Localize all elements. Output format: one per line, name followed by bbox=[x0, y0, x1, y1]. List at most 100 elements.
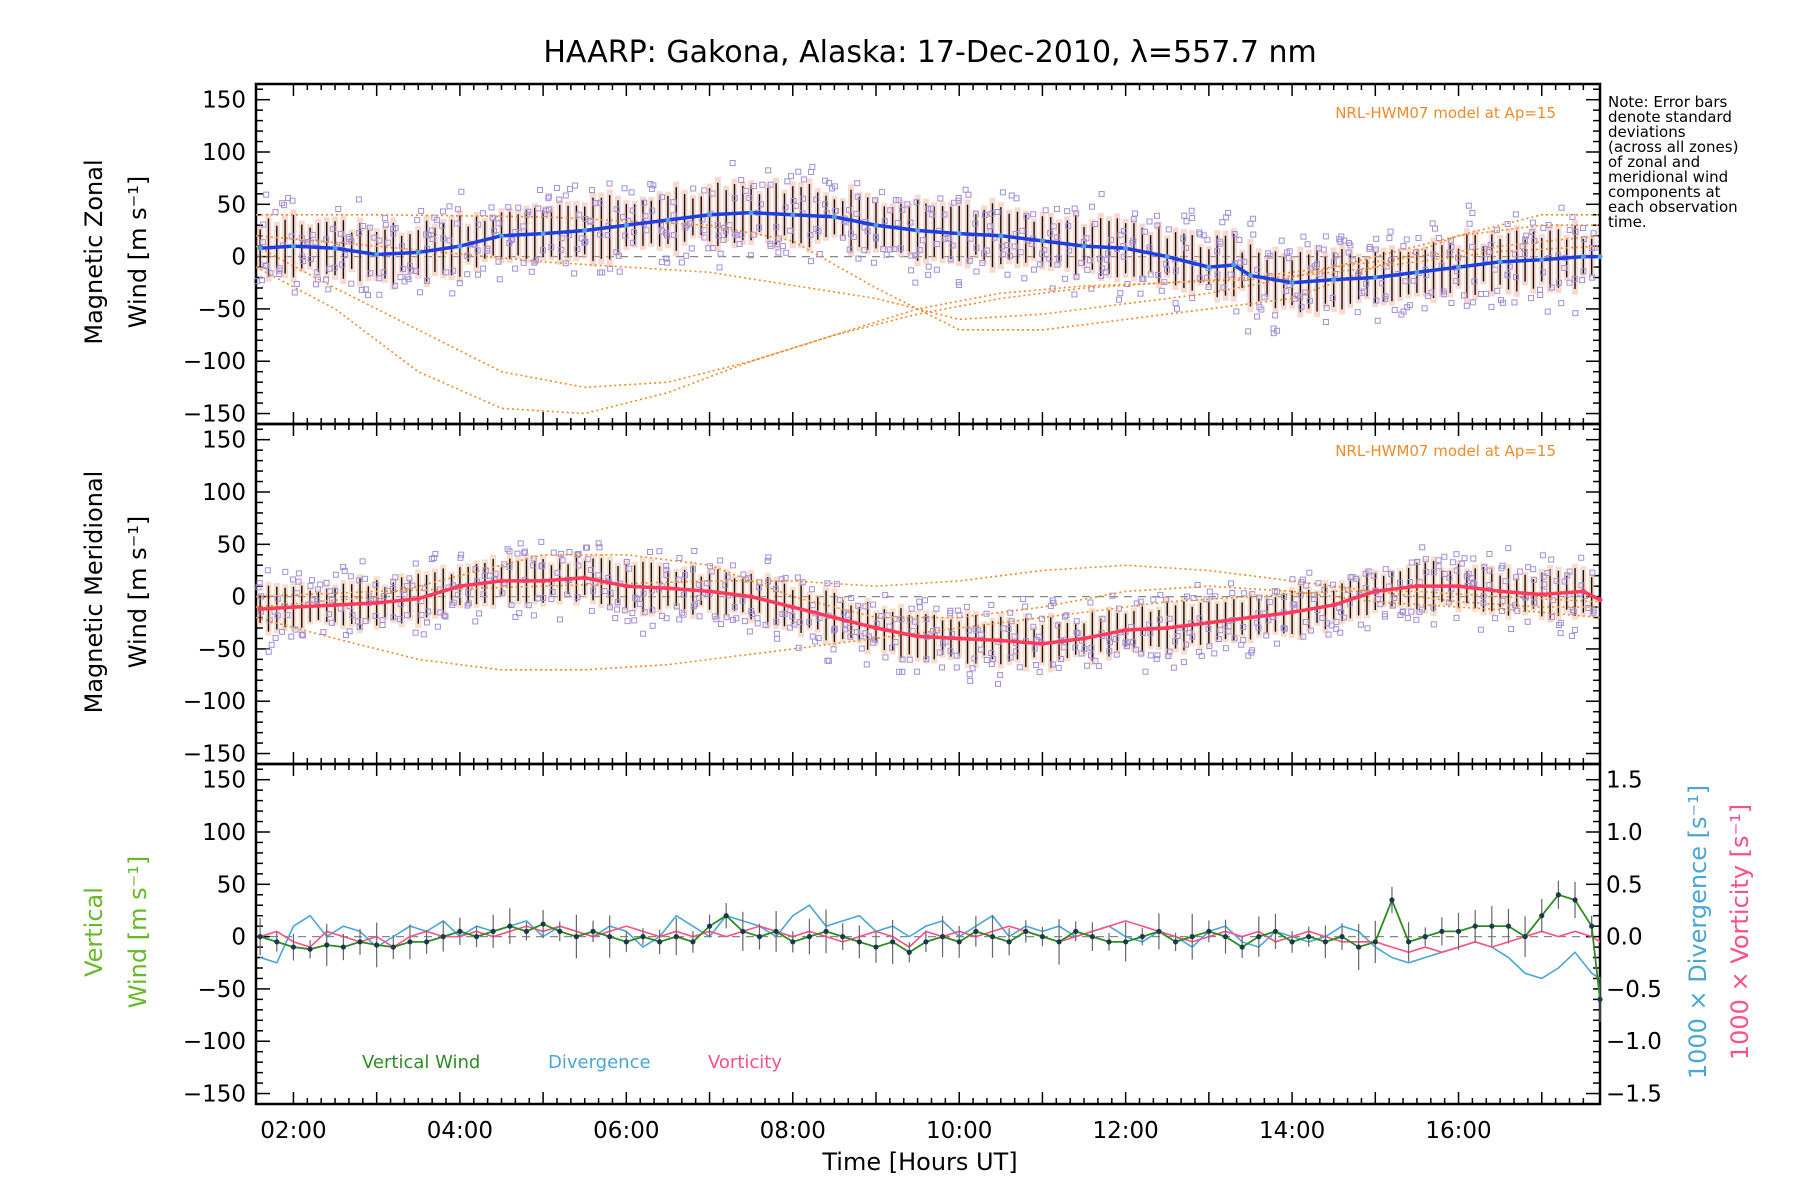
scatter-point bbox=[1098, 272, 1105, 279]
scatter-point bbox=[1486, 581, 1493, 588]
scatter-point bbox=[397, 274, 404, 281]
y-tick-label: −50 bbox=[197, 297, 246, 323]
scatter-point bbox=[882, 654, 889, 661]
scatter-point bbox=[1253, 313, 1260, 320]
vertical-wind-point bbox=[307, 946, 313, 952]
scatter-point bbox=[741, 618, 748, 625]
scatter-point bbox=[1071, 205, 1078, 212]
scatter-point bbox=[582, 238, 589, 245]
mean-wind-point bbox=[582, 575, 588, 581]
mean-wind-point bbox=[1231, 262, 1237, 268]
scatter-point bbox=[1206, 643, 1213, 650]
scatter-point bbox=[1123, 643, 1130, 650]
scatter-point bbox=[1154, 212, 1161, 219]
scatter-point bbox=[925, 271, 932, 278]
vertical-wind-point bbox=[1389, 897, 1395, 903]
vertical-wind-point bbox=[573, 934, 579, 940]
scatter-point bbox=[323, 276, 330, 283]
scatter-point bbox=[1469, 579, 1476, 586]
scatter-point bbox=[1147, 652, 1154, 659]
scatter-point bbox=[1429, 220, 1436, 227]
scatter-point bbox=[872, 234, 879, 241]
vertical-wind-point bbox=[1589, 923, 1595, 929]
scatter-point bbox=[824, 580, 831, 587]
mean-wind-point bbox=[1289, 609, 1295, 615]
scatter-point bbox=[537, 186, 544, 193]
scatter-point bbox=[1482, 255, 1489, 262]
scatter-point bbox=[1228, 580, 1235, 587]
vertical-wind-point bbox=[773, 928, 779, 934]
vertical-wind-point bbox=[1139, 934, 1145, 940]
y-tick-label: −150 bbox=[183, 742, 246, 768]
scatter-point bbox=[1055, 255, 1062, 262]
model-curve bbox=[256, 213, 1600, 331]
scatter-point bbox=[1073, 273, 1080, 280]
scatter-point bbox=[520, 259, 527, 266]
scatter-point bbox=[912, 252, 919, 259]
scatter-point bbox=[1300, 233, 1307, 240]
scatter-point bbox=[517, 540, 524, 547]
scatter-point bbox=[1521, 251, 1528, 258]
scatter-point bbox=[346, 628, 353, 635]
scatter-point bbox=[1254, 266, 1261, 273]
scatter-point bbox=[1349, 257, 1356, 264]
mean-wind-point bbox=[1164, 254, 1170, 260]
scatter-point bbox=[1290, 601, 1297, 608]
vertical-wind-point bbox=[956, 939, 962, 945]
scatter-point bbox=[923, 615, 930, 622]
scatter-point bbox=[745, 575, 752, 582]
mean-wind-point bbox=[873, 625, 879, 631]
mean-wind-point bbox=[582, 227, 588, 233]
scatter-point bbox=[676, 616, 683, 623]
scatter-point bbox=[807, 232, 814, 239]
mean-wind-point bbox=[1597, 254, 1603, 260]
scatter-point bbox=[1505, 545, 1512, 552]
scatter-point bbox=[1504, 221, 1511, 228]
scatter-point bbox=[628, 189, 635, 196]
scatter-point bbox=[484, 247, 491, 254]
mean-wind-point bbox=[1123, 245, 1129, 251]
scatter-point bbox=[795, 644, 802, 651]
vertical-wind-point bbox=[1089, 934, 1095, 940]
scatter-point bbox=[424, 277, 431, 284]
scatter-point bbox=[853, 629, 860, 636]
scatter-point bbox=[1289, 576, 1296, 583]
mean-wind-point bbox=[290, 604, 296, 610]
scatter-point bbox=[546, 206, 553, 213]
vertical-wind-point bbox=[507, 923, 513, 929]
scatter-point bbox=[973, 268, 980, 275]
x-tick-label: 14:00 bbox=[1259, 1118, 1325, 1144]
scatter-point bbox=[392, 282, 399, 289]
scatter-point bbox=[1345, 587, 1352, 594]
legend-divergence: Divergence bbox=[548, 1052, 651, 1073]
scatter-point bbox=[614, 599, 621, 606]
scatter-point bbox=[264, 567, 271, 574]
scatter-point bbox=[1557, 630, 1564, 637]
scatter-point bbox=[506, 548, 513, 555]
scatter-point bbox=[412, 560, 419, 567]
scatter-point bbox=[1162, 260, 1169, 267]
scatter-point bbox=[362, 286, 369, 293]
scatter-point bbox=[1580, 268, 1587, 275]
scatter-point bbox=[1589, 569, 1596, 576]
scatter-point bbox=[1545, 221, 1552, 228]
scatter-point bbox=[848, 595, 855, 602]
mean-wind-point bbox=[498, 233, 504, 239]
scatter-point bbox=[440, 235, 447, 242]
scatter-point bbox=[506, 563, 513, 570]
vertical-wind-point bbox=[457, 928, 463, 934]
mean-wind-point bbox=[1247, 615, 1253, 621]
scatter-point bbox=[613, 206, 620, 213]
scatter-point bbox=[925, 205, 932, 212]
scatter-point bbox=[1357, 621, 1364, 628]
mean-wind-point bbox=[1331, 602, 1337, 608]
vertical-wind-point bbox=[324, 942, 330, 948]
scatter-point bbox=[1370, 572, 1377, 579]
scatter-point bbox=[1413, 616, 1420, 623]
scatter-point bbox=[773, 223, 780, 230]
vertical-wind-point bbox=[1597, 996, 1603, 1002]
scatter-point bbox=[880, 245, 887, 252]
scatter-point bbox=[1263, 632, 1270, 639]
scatter-point bbox=[1196, 229, 1203, 236]
scatter-point bbox=[404, 582, 411, 589]
